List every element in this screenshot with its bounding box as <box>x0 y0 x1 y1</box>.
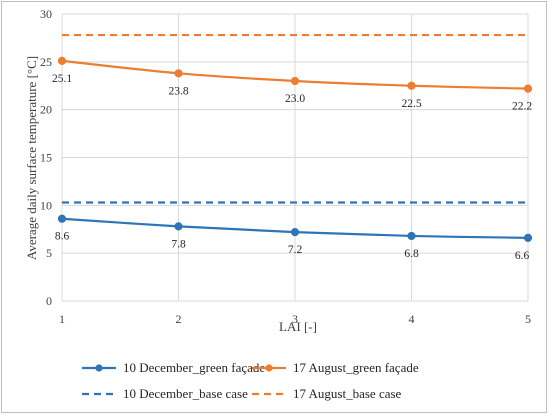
data-label: 7.8 <box>171 238 186 250</box>
data-label: 22.2 <box>512 101 532 113</box>
data-point <box>407 231 416 241</box>
data-label: 22.5 <box>401 98 421 110</box>
y-axis-title: Average daily surface temperature [°C] <box>24 56 39 260</box>
legend-item: 10 December_base case <box>82 386 248 401</box>
data-label: 23.8 <box>168 85 188 97</box>
legend-marker <box>265 364 273 372</box>
data-point <box>57 214 67 223</box>
data-labels: 8.6 7.8 7.2 6.8 6.6 25.1 23.8 23.0 22.5 22.2 <box>52 73 532 262</box>
legend-item: 17 August_green façade <box>252 360 419 375</box>
y-tick-label: 25 <box>40 55 52 69</box>
data-point <box>290 228 300 237</box>
legend: 10 December_green façade 17 August_green … <box>82 360 419 401</box>
legend-item: 17 August_base case <box>252 386 402 401</box>
gridlines <box>61 13 529 302</box>
data-point <box>290 76 300 86</box>
y-tick-label: 10 <box>40 198 52 212</box>
legend-label: 10 December_base case <box>123 386 248 401</box>
data-label: 6.8 <box>404 248 419 260</box>
legend-label: 17 August_green façade <box>293 360 419 375</box>
data-point <box>523 233 533 242</box>
y-tick-label: 20 <box>40 103 52 117</box>
x-axis-ticks: 1 2 3 4 5 <box>59 312 531 326</box>
y-tick-label: 15 <box>40 151 52 165</box>
y-axis-ticks: 0 5 10 15 20 25 30 <box>40 7 52 308</box>
x-tick-label: 4 <box>409 312 415 326</box>
series-1 <box>57 214 533 242</box>
data-label: 6.6 <box>515 250 530 262</box>
data-label: 8.6 <box>55 231 70 243</box>
data-point <box>523 84 533 93</box>
series-layer <box>57 33 533 242</box>
data-label: 7.2 <box>288 244 303 256</box>
legend-label: 10 December_green façade <box>123 360 265 375</box>
x-tick-label: 5 <box>525 312 531 326</box>
x-tick-label: 3 <box>292 312 298 326</box>
y-tick-label: 0 <box>46 294 52 308</box>
x-tick-label: 1 <box>59 312 65 326</box>
y-tick-label: 5 <box>46 246 52 260</box>
x-axis-title: LAI [-] <box>279 319 317 334</box>
x-tick-label: 2 <box>176 312 182 326</box>
legend-marker <box>95 364 103 372</box>
y-tick-label: 30 <box>40 7 52 21</box>
data-point <box>174 222 183 231</box>
data-label: 23.0 <box>285 93 305 105</box>
data-point <box>174 69 183 78</box>
data-label: 25.1 <box>52 73 72 85</box>
legend-label: 17 August_base case <box>293 386 402 401</box>
legend-item: 10 December_green façade <box>82 360 265 375</box>
data-point <box>57 56 67 65</box>
data-point <box>407 81 416 90</box>
series-2 <box>57 56 533 93</box>
